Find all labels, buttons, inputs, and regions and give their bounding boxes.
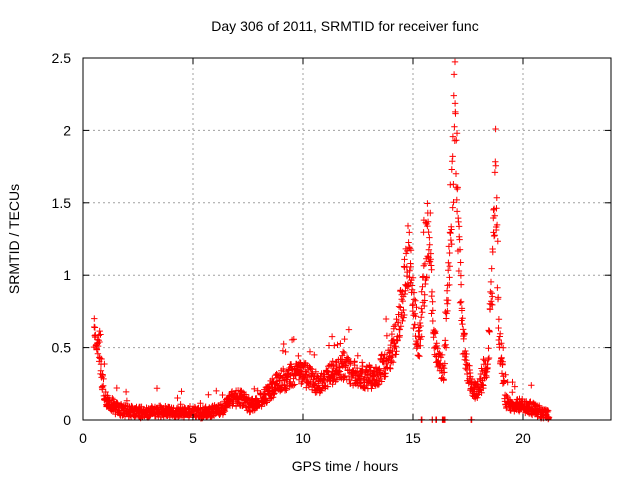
x-axis-label: GPS time / hours <box>292 458 399 474</box>
y-tick-label: 2.5 <box>52 50 72 66</box>
axis-ticks: 0 5 10 15 20 0 0.5 1 1.5 2 2.5 <box>52 50 611 446</box>
y-axis-label: SRMTID / TECUs <box>6 184 22 294</box>
x-tick-label: 15 <box>405 430 421 446</box>
y-tick-label: 0 <box>63 412 71 428</box>
data-markers <box>90 58 553 423</box>
x-tick-label: 0 <box>79 430 87 446</box>
x-tick-label: 10 <box>295 430 311 446</box>
y-tick-label: 1.5 <box>52 195 72 211</box>
x-tick-label: 5 <box>189 430 197 446</box>
plot-frame <box>82 57 612 421</box>
grid <box>83 58 611 420</box>
y-tick-label: 1 <box>63 267 71 283</box>
y-tick-label: 0.5 <box>52 340 72 356</box>
x-tick-label: 20 <box>515 430 531 446</box>
y-tick-label: 2 <box>63 122 71 138</box>
data-points <box>90 58 553 423</box>
chart-title: Day 306 of 2011, SRMTID for receiver fun… <box>211 18 478 34</box>
